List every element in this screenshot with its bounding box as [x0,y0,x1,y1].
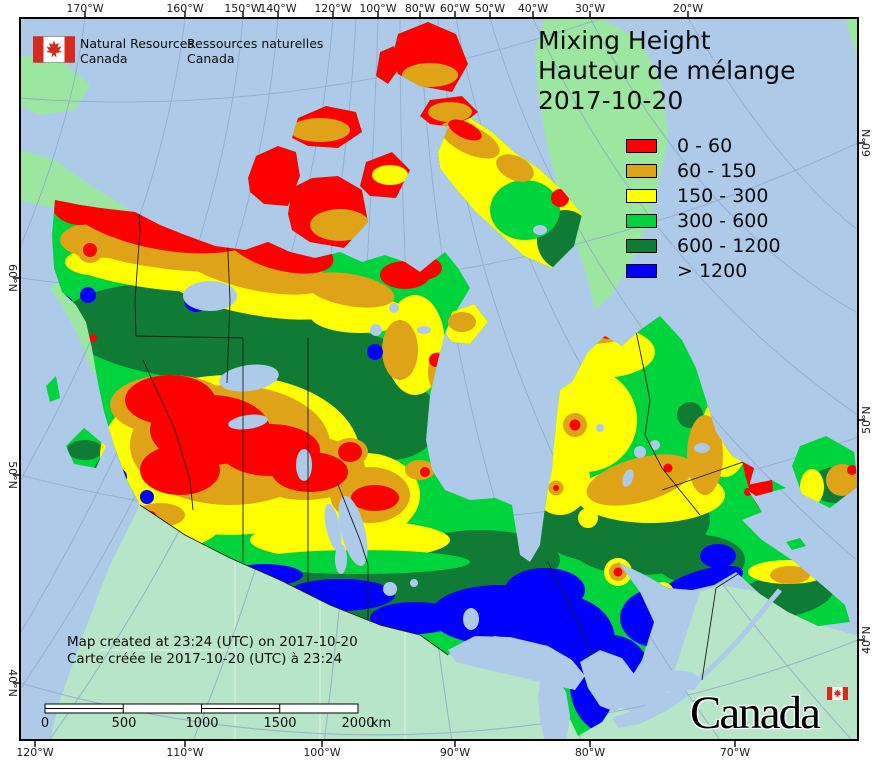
legend-swatch [626,163,657,178]
creation-note-french: Carte créée le 2017-10-20 (UTC) à 23:24 [67,651,343,667]
legend-label: 600 - 1200 [677,234,781,257]
dept-fr-line2: Canada [187,51,235,66]
scale-bar [44,703,359,714]
dept-name-french: Ressources naturelles Canada [187,36,323,66]
dept-fr-line1: Ressources naturelles [187,36,324,51]
legend-label: 60 - 150 [677,159,757,182]
legend-swatch [626,238,657,253]
hotspot-bullseyes [77,237,677,604]
st-lawrence-river [698,588,782,680]
longitude-label: 140°W [259,2,296,15]
latitude-label: 60°N [860,129,873,157]
longitude-label: 100°W [303,746,340,759]
legend-item: 300 - 600 [626,208,781,233]
longitude-label: 70°W [720,746,750,759]
legend-label: > 1200 [677,259,748,282]
title-date: 2017-10-20 [538,86,684,115]
longitude-label: 120°W [16,746,53,759]
latitude-label: 40°N [6,669,19,697]
legend-item: 0 - 60 [626,133,781,158]
map-title: Mixing Height Hauteur de mélange 2017-10… [538,26,796,116]
legend-item: 600 - 1200 [626,233,781,258]
legend-swatch [626,213,657,228]
longitude-label: 160°W [166,2,203,15]
interior-lakes [183,225,710,630]
longitude-label: 100°W [359,2,396,15]
longitude-label: 30°W [575,2,605,15]
dept-en-line2: Canada [80,51,128,66]
canada-flag-icon [33,36,75,63]
scalebar-label: 0 [40,716,50,731]
creation-note: Map created at 23:24 (UTC) on 2017-10-20… [67,634,358,668]
scalebar-label: 1500 [263,716,297,731]
longitude-label: 60°W [440,2,470,15]
longitude-label: 120°W [314,2,351,15]
legend: 0 - 60 60 - 150 150 - 300 300 - 600 600 … [626,133,781,283]
legend-item: 150 - 300 [626,183,781,208]
legend-label: 300 - 600 [677,209,769,232]
foreign-land [20,18,858,740]
title-french: Hauteur de mélange [538,56,796,85]
longitude-label: 80°W [405,2,435,15]
latitude-label: 60°N [6,264,19,292]
longitude-label: 150°W [224,2,261,15]
dept-en-line1: Natural Resources [80,36,194,51]
longitude-label: 90°W [440,746,470,759]
chukotka-land [20,55,90,115]
scalebar-label: 2000 [341,716,375,731]
us-land [50,505,858,740]
legend-item: 60 - 150 [626,158,781,183]
wordmark-flag-icon [826,687,849,700]
greenland-sliver [845,18,858,60]
map-frame [19,17,859,741]
longitude-label: 20°W [673,2,703,15]
graticule-labels: 170°W 160°W 150°W 140°W 120°W 100°W 80°W… [6,2,873,759]
legend-swatch [626,138,657,153]
legend-label: 0 - 60 [677,134,733,157]
dept-name-english: Natural Resources Canada [80,36,194,66]
longitude-label: 80°W [575,746,605,759]
legend-swatch [626,188,657,203]
title-english: Mixing Height [538,26,711,55]
legend-swatch [626,263,657,278]
longitude-label: 40°W [518,2,548,15]
legend-item: > 1200 [626,258,781,283]
creation-note-english: Map created at 23:24 (UTC) on 2017-10-20 [67,634,358,650]
longitude-label: 110°W [166,746,203,759]
latitude-label: 50°N [6,461,19,489]
longitude-label: 50°W [475,2,505,15]
scalebar-unit: km [371,716,392,731]
us-canada-border [139,504,739,681]
alaska-land [20,150,133,220]
scalebar-label: 1000 [185,716,219,731]
canada-wordmark: Canada [690,687,821,739]
alaska-panhandle [50,280,103,372]
scalebar-label: 500 [111,716,137,731]
latitude-label: 50°N [860,406,873,434]
longitude-label: 170°W [66,2,103,15]
great-lakes [448,588,782,740]
greenland-land [535,18,668,310]
graticule-ticks [13,11,865,747]
latitude-label: 40°N [860,626,873,654]
legend-label: 150 - 300 [677,184,769,207]
